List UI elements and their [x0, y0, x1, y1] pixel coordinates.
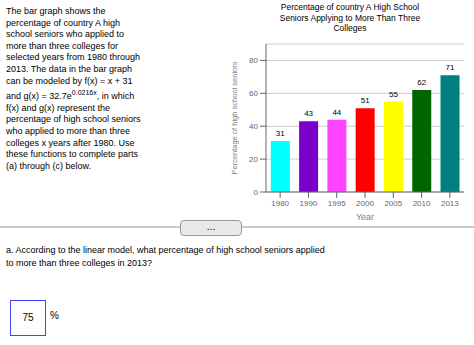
svg-text:40: 40	[249, 122, 258, 131]
svg-text:2000: 2000	[356, 198, 374, 207]
svg-text:2005: 2005	[384, 198, 402, 207]
svg-text:51: 51	[361, 96, 370, 105]
svg-text:62: 62	[417, 78, 426, 87]
svg-text:Year: Year	[356, 212, 374, 222]
svg-text:2010: 2010	[413, 198, 431, 207]
svg-text:55: 55	[389, 89, 398, 98]
svg-text:80: 80	[249, 56, 258, 65]
svg-text:0: 0	[254, 187, 259, 196]
html-text:a. According to the linear mod: a. According to the linear model, what p…	[6, 245, 325, 268]
svg-text:1990: 1990	[300, 198, 318, 207]
svg-text:71: 71	[446, 63, 455, 72]
svg-text:44: 44	[332, 107, 341, 116]
svg-text:43: 43	[304, 109, 313, 118]
svg-text:1995: 1995	[328, 198, 346, 207]
svg-text:2013: 2013	[441, 198, 459, 207]
svg-text:20: 20	[249, 154, 258, 163]
html-text:75: 75	[22, 312, 34, 323]
svg-text:60: 60	[249, 89, 258, 98]
html-text:Percentage of country A High S: Percentage of country A High School Seni…	[279, 2, 421, 33]
svg-text:Percentage of high school seni: Percentage of high school seniors	[230, 61, 239, 174]
svg-text:31: 31	[276, 129, 285, 138]
svg-text:1980: 1980	[271, 198, 289, 207]
html-text:The bar graph shows the percen: The bar graph shows the percentage of co…	[6, 6, 141, 171]
